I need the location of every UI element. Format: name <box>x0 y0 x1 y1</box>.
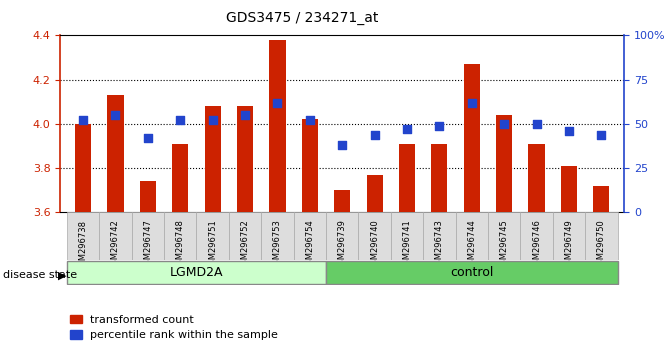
Text: disease state: disease state <box>3 270 77 280</box>
FancyBboxPatch shape <box>132 212 164 260</box>
FancyBboxPatch shape <box>585 212 617 260</box>
FancyBboxPatch shape <box>67 212 99 260</box>
Text: GSM296752: GSM296752 <box>240 219 250 270</box>
FancyBboxPatch shape <box>423 212 456 260</box>
Point <box>369 132 380 137</box>
Text: GSM296745: GSM296745 <box>500 219 509 270</box>
Text: GSM296753: GSM296753 <box>273 219 282 270</box>
FancyBboxPatch shape <box>294 212 326 260</box>
Bar <box>269 40 286 212</box>
Bar <box>302 120 318 212</box>
FancyBboxPatch shape <box>326 261 617 284</box>
Point <box>596 132 607 137</box>
Text: control: control <box>450 266 493 279</box>
FancyBboxPatch shape <box>326 212 358 260</box>
FancyBboxPatch shape <box>229 212 261 260</box>
Text: GSM296746: GSM296746 <box>532 219 541 270</box>
Text: GSM296754: GSM296754 <box>305 219 314 270</box>
Text: GSM296739: GSM296739 <box>338 219 347 270</box>
Bar <box>431 144 448 212</box>
Text: GSM296741: GSM296741 <box>403 219 411 270</box>
Text: GSM296747: GSM296747 <box>144 219 152 270</box>
FancyBboxPatch shape <box>488 212 521 260</box>
Point <box>305 118 315 123</box>
Bar <box>529 144 545 212</box>
Point <box>142 135 153 141</box>
FancyBboxPatch shape <box>358 212 391 260</box>
Text: GSM296749: GSM296749 <box>564 219 574 270</box>
Point <box>564 128 574 134</box>
FancyBboxPatch shape <box>164 212 197 260</box>
Bar <box>75 124 91 212</box>
Text: GSM296744: GSM296744 <box>467 219 476 270</box>
Point <box>240 112 250 118</box>
Text: LGMD2A: LGMD2A <box>170 266 223 279</box>
Text: GSM296748: GSM296748 <box>176 219 185 270</box>
Bar <box>593 186 609 212</box>
Bar <box>399 144 415 212</box>
Text: GSM296743: GSM296743 <box>435 219 444 270</box>
FancyBboxPatch shape <box>197 212 229 260</box>
Text: ▶: ▶ <box>58 270 67 280</box>
Point <box>272 100 282 105</box>
Bar <box>366 175 382 212</box>
Text: GSM296750: GSM296750 <box>597 219 606 270</box>
Point <box>402 126 413 132</box>
Bar <box>496 115 512 212</box>
Text: GSM296738: GSM296738 <box>79 219 87 270</box>
FancyBboxPatch shape <box>521 212 553 260</box>
Bar <box>334 190 350 212</box>
Bar <box>140 181 156 212</box>
FancyBboxPatch shape <box>67 261 326 284</box>
FancyBboxPatch shape <box>553 212 585 260</box>
Text: GSM296751: GSM296751 <box>208 219 217 270</box>
FancyBboxPatch shape <box>99 212 132 260</box>
Point <box>110 112 121 118</box>
Point <box>207 118 218 123</box>
Point <box>78 118 89 123</box>
FancyBboxPatch shape <box>456 212 488 260</box>
FancyBboxPatch shape <box>261 212 294 260</box>
Bar <box>172 144 189 212</box>
Point <box>337 142 348 148</box>
Point <box>531 121 542 127</box>
Bar <box>237 106 253 212</box>
Point <box>434 123 445 129</box>
Text: GDS3475 / 234271_at: GDS3475 / 234271_at <box>225 11 378 25</box>
Bar <box>107 95 123 212</box>
Bar <box>464 64 480 212</box>
Text: GSM296742: GSM296742 <box>111 219 120 270</box>
Bar <box>561 166 577 212</box>
Legend: transformed count, percentile rank within the sample: transformed count, percentile rank withi… <box>66 310 282 345</box>
Point <box>175 118 186 123</box>
Bar <box>205 106 221 212</box>
Point <box>466 100 477 105</box>
Text: GSM296740: GSM296740 <box>370 219 379 270</box>
FancyBboxPatch shape <box>391 212 423 260</box>
Point <box>499 121 509 127</box>
